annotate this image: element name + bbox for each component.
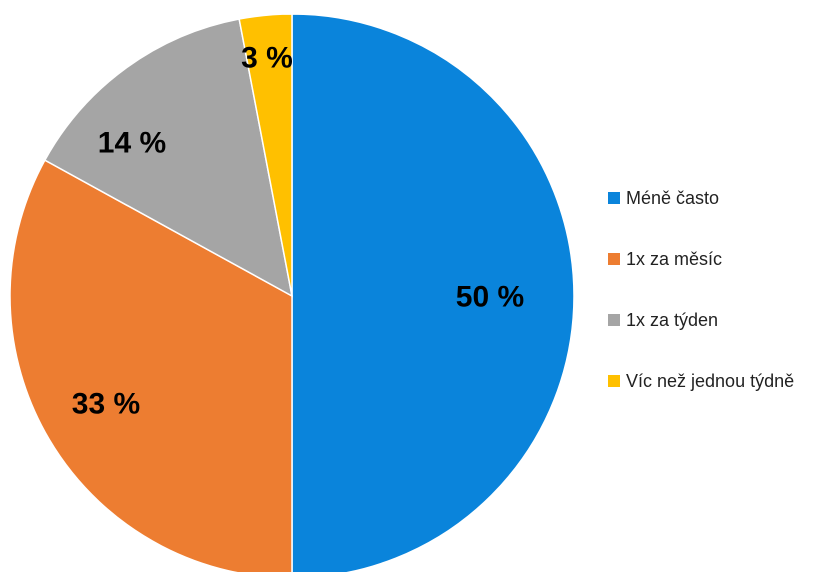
legend-label: 1x za týden [626,309,719,330]
pie-slice-3 [238,13,293,297]
pie-data-label-1: 33 % [72,388,140,421]
legend-item-2: 1x za týden [608,310,814,330]
pie-data-label-0: 50 % [456,281,524,314]
legend-label: Méně často [626,187,720,208]
legend-label: Víc než jednou týdně [626,370,795,391]
legend-swatch [608,253,620,265]
legend-item-3: Víc než jednou týdně [608,371,814,391]
pie-data-label-2: 14 % [98,127,166,160]
legend-item-1: 1x za měsíc [608,249,814,269]
legend-swatch [608,314,620,326]
pie-data-label-3: 3 % [241,42,293,75]
legend-swatch [608,375,620,387]
pie-slice-2 [43,18,294,298]
pie-data-labels: 50 % 33 % 14 % 3 % [72,42,524,421]
legend-swatch [608,192,620,204]
pie-slice-0 [291,13,575,572]
chart-legend: Méně často 1x za měsíc 1x za týden Víc než … [608,188,814,432]
pie-slice-1 [9,159,293,572]
pie-slices [9,13,575,572]
legend-item-0: Méně často [608,188,814,208]
legend-label: 1x za měsíc [626,248,723,269]
